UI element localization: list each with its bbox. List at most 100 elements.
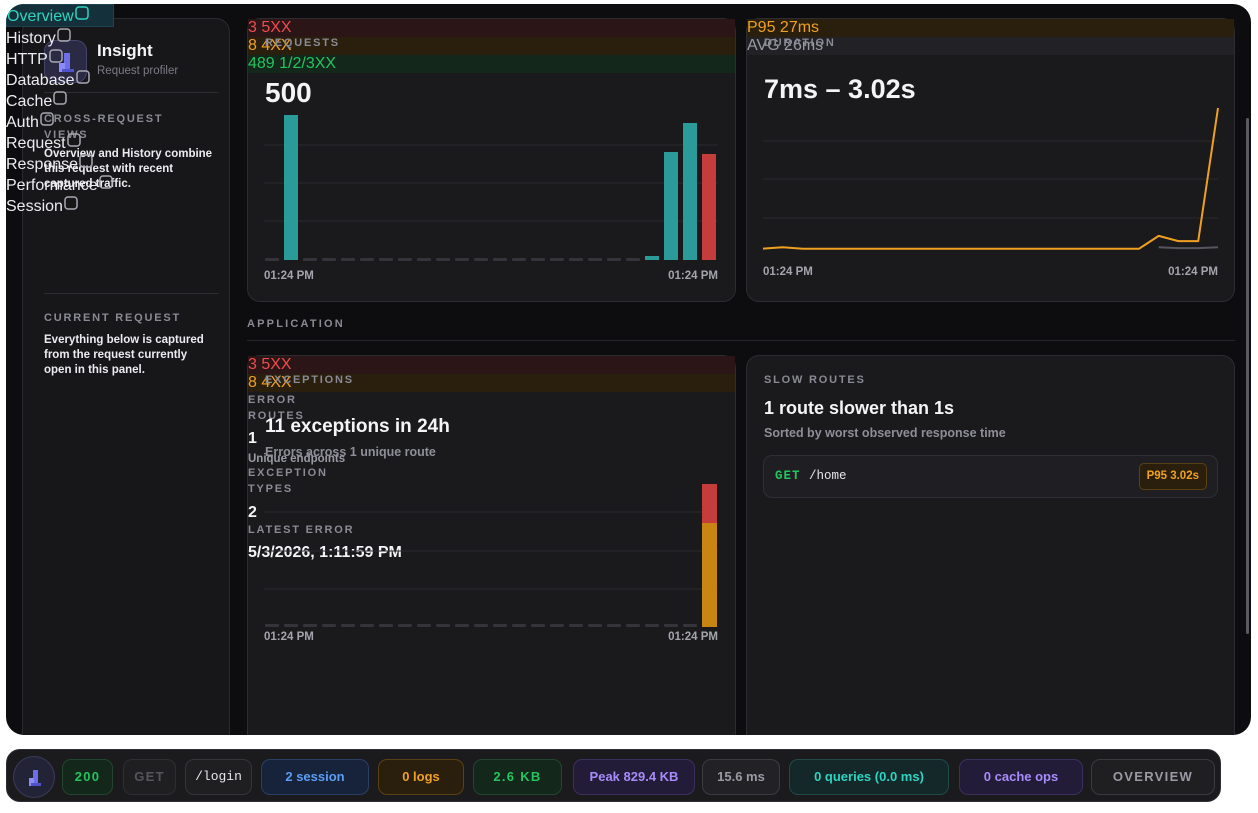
profiler-panel: Insight Request profiler CROSS-REQUEST V… [6,4,1251,735]
zero-bar [531,258,545,261]
zero-bar [512,258,526,261]
scrollbar[interactable] [1246,118,1249,634]
zero-bar [588,624,602,627]
zero-bar [436,624,450,627]
badge: 8 4XX [248,37,735,55]
nav-item[interactable]: Response [6,153,114,174]
nav-item[interactable]: Performance [6,174,114,195]
charts: 01:24 PM 01:24 PM 01:24 PM 01:24 PM 01:24 PM… [264,107,1219,643]
toolbar-logo[interactable] [13,756,55,798]
exceptions-card: EXCEPTIONS 11 exceptions in 24h Errors a… [247,355,736,735]
divider [44,293,219,294]
stat-value: 5/3/2026, 1:11:59 PM [248,544,402,561]
zero-bar [303,258,317,261]
x-axis-label: 01:24 PM [668,270,718,282]
zero-bar [455,258,469,261]
icon-shape [75,70,90,84]
icon-shape [66,133,81,147]
nav-icon [57,28,71,42]
subline: Errors across 1 unique route [265,445,436,459]
zero-bar [626,258,640,261]
badge: 3 5XX [248,356,735,374]
error-bar [702,154,716,260]
zero-bar [322,624,336,627]
zero-bar [607,624,621,627]
toolbar-chip[interactable]: GET [123,759,176,795]
nav-item[interactable]: Database [6,69,114,90]
sidebar: Insight Request profiler CROSS-REQUEST V… [22,18,230,735]
zero-bar [550,624,564,627]
toolbar-chip[interactable]: /login [185,759,252,795]
bar [645,256,659,260]
nav-item[interactable]: History [6,27,114,48]
route-row[interactable]: GET/home P95 3.02s [763,455,1218,498]
zero-bar [341,258,355,261]
section-heading: APPLICATION [247,318,345,330]
icon-shape [53,91,67,105]
server-error-bar [702,484,717,523]
toolbar-chip[interactable]: 200 [62,759,113,795]
toolbar-chip[interactable]: 2 session [261,759,369,795]
zero-bar [379,624,393,627]
badge: 489 1/2/3XX [248,55,735,73]
subline: Sorted by worst observed response time [764,426,1006,440]
icon-shape [98,175,113,189]
zero-bar [265,258,279,261]
zero-bar [569,624,583,627]
section-title: CURRENT REQUEST [44,312,182,324]
duration-range: 7ms – 3.02s [764,74,916,104]
headline: 1 route slower than 1s [764,398,955,418]
zero-bar [626,624,640,627]
x-axis-label: 01:24 PM [668,631,718,643]
zero-bar [664,624,678,627]
slow-routes-card: SLOW ROUTES 1 route slower than 1s Sorte… [746,355,1235,735]
zero-bar [398,258,412,261]
nav-item[interactable]: Cache [6,90,114,111]
zero-bar [398,624,412,627]
divider [247,340,1235,341]
section-description: Everything below is captured from the re… [44,334,204,376]
nav-icon [49,49,63,63]
icon-shape [49,49,63,63]
zero-bar [417,624,431,627]
zero-bar [360,624,374,627]
app-name: Insight [97,41,153,60]
nav-item[interactable]: Auth [6,111,114,132]
icon-shape [74,6,89,20]
toolbar-chip[interactable]: Peak 829.4 KB [573,759,695,795]
zero-bar [531,624,545,627]
nav-item[interactable]: Request [6,132,114,153]
stat-value: 2 [248,504,257,521]
logo-icon [59,53,74,72]
bar [683,123,697,260]
zero-bar [683,624,697,627]
app-subtitle: Request profiler [97,65,179,77]
toolbar-chip[interactable]: 0 queries (0.0 ms) [789,759,949,795]
toolbar-chip[interactable]: 0 cache ops [959,759,1083,795]
nav-item[interactable]: Session [6,195,114,216]
zero-bar [265,624,279,627]
toolbar-chip[interactable]: 2.6 KB [473,759,562,795]
icon-shape [57,28,71,42]
zero-bar [417,258,431,261]
zero-bar [360,258,374,261]
bar [284,115,298,260]
toolbar-chip[interactable]: OVERVIEW [1091,759,1215,795]
stat-label: EXCEPTION TYPES [248,467,328,495]
toolbar-chip[interactable]: 15.6 ms [702,759,780,795]
nav-icon [64,196,78,210]
zero-bar [550,258,564,261]
divider [44,92,219,93]
bar [664,152,678,260]
requests-card: REQUESTS 500 3 5XX 8 4XX 489 1/2/3XX [247,18,736,302]
card-label: EXCEPTIONS [265,374,354,386]
toolbar-chip[interactable]: 0 logs [378,759,464,795]
nav-item[interactable]: HTTP [6,48,114,69]
nav-item[interactable]: Overview [6,4,114,27]
route-badge: P95 3.02s [1138,463,1207,490]
stat-label: ERROR ROUTES [248,394,305,422]
zero-bar [436,258,450,261]
zero-bar [493,624,507,627]
badge: AVG 26ms [747,37,1234,55]
icon-shape [40,112,54,126]
